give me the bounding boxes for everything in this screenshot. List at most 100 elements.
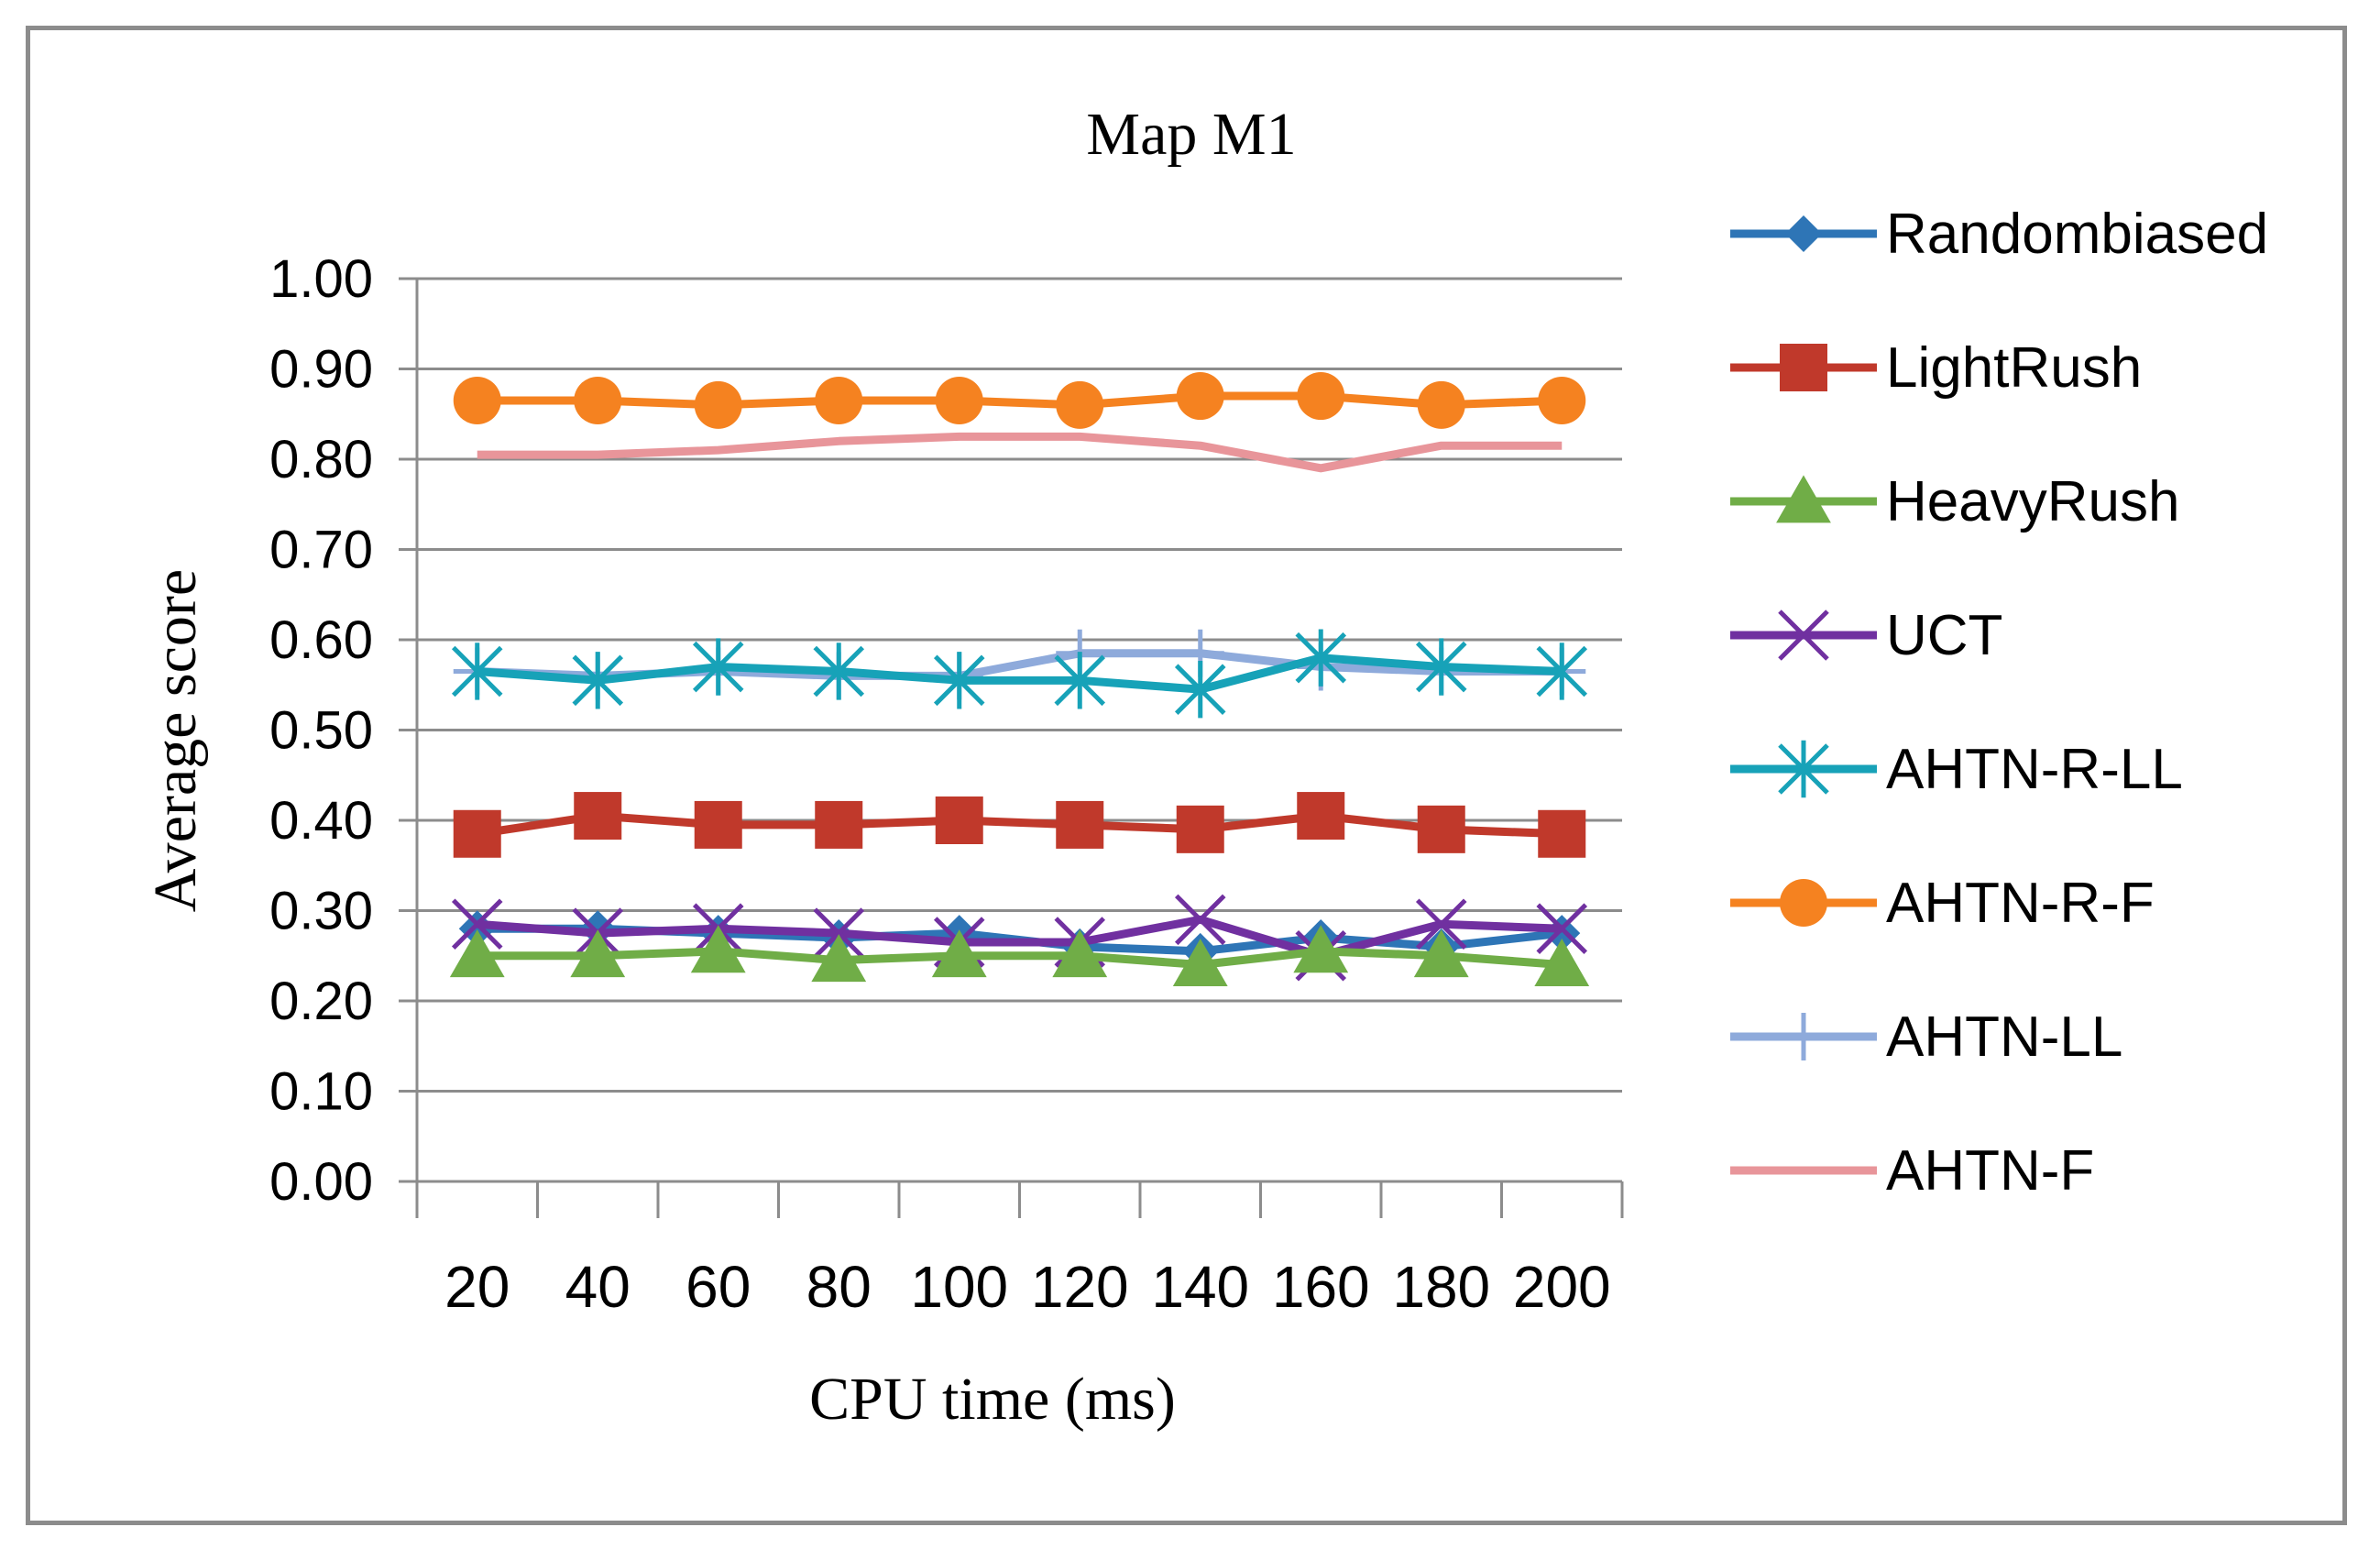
- y-tick-labels: 0.00 0.10 0.20 0.30 0.40 0.50 0.60 0.70 0.80 0.90…: [269, 249, 373, 1212]
- x-tick-label: 100: [910, 1254, 1008, 1320]
- series-line: [477, 654, 1563, 694]
- series-ahtn-r-f: [453, 372, 1586, 429]
- y-tick-label: 0.70: [269, 521, 373, 580]
- data-point: [935, 376, 983, 424]
- data-point: [579, 910, 617, 948]
- legend-label: Randombiased: [1886, 203, 2268, 266]
- data-point: [1056, 800, 1104, 849]
- data-point: [1534, 939, 1590, 986]
- data-point: [694, 800, 742, 849]
- data-point: [572, 652, 624, 709]
- data-point: [570, 929, 626, 978]
- data-point: [1780, 879, 1827, 927]
- x-tick-label: 40: [565, 1254, 631, 1320]
- data-point: [1174, 660, 1226, 719]
- data-point: [453, 809, 501, 858]
- data-point: [1417, 805, 1465, 853]
- series-line: [477, 947, 1563, 970]
- x-axis-label: CPU time (ms): [809, 1366, 1176, 1433]
- x-tick-label: 60: [685, 1254, 751, 1320]
- legend-item-randombiased: Randombiased: [1730, 203, 2268, 266]
- legend-item-ahtn-f: AHTN-F: [1730, 1139, 2094, 1203]
- series-lightrush: [453, 792, 1586, 858]
- data-point: [451, 898, 503, 950]
- data-point: [811, 934, 867, 983]
- legend: Randombiased LightRush HeavyRush UCT AHTN-R-…: [1730, 203, 2268, 1203]
- data-point: [1538, 376, 1586, 424]
- y-tick-label: 0.20: [269, 972, 373, 1031]
- y-axis-label: Average score: [142, 569, 209, 912]
- y-tick-label: 0.40: [269, 791, 373, 851]
- data-point: [813, 643, 865, 700]
- chart-frame: Map M1 0.00 0.10 0.20 0.30 0.40 0.50 0.60 0.70 0…: [26, 26, 2347, 1525]
- y-tick-label: 0.50: [269, 701, 373, 761]
- series-line: [477, 432, 1563, 473]
- data-point: [1297, 372, 1345, 421]
- data-point: [1778, 740, 1829, 798]
- x-tick-label: 200: [1513, 1254, 1611, 1320]
- legend-label: AHTN-R-LL: [1886, 738, 2183, 801]
- legend-item-ahtn-ll: AHTN-LL: [1730, 1005, 2122, 1069]
- x-tick-labels: 20 40 60 80 100 120 140 160 180 200: [444, 1254, 1610, 1320]
- x-tick-label: 20: [444, 1254, 510, 1320]
- data-point: [1538, 809, 1586, 858]
- plot-area: [449, 372, 1590, 986]
- x-tick-label: 160: [1272, 1254, 1370, 1320]
- data-point: [1176, 372, 1224, 421]
- data-point: [933, 652, 985, 709]
- y-tick-label: 0.30: [269, 882, 373, 941]
- legend-label: AHTN-R-F: [1886, 872, 2155, 935]
- data-point: [690, 925, 746, 973]
- data-point: [1780, 344, 1827, 391]
- data-point: [574, 376, 622, 424]
- series-ahtn-r-ll: [451, 629, 1588, 719]
- data-point: [935, 796, 983, 844]
- data-point: [1056, 380, 1104, 429]
- series-heavyrush: [449, 925, 1590, 986]
- legend-label: AHTN-F: [1886, 1139, 2094, 1203]
- x-tick-label: 80: [806, 1254, 872, 1320]
- y-tick-label: 0.00: [269, 1152, 373, 1212]
- x-tick-label: 120: [1031, 1254, 1129, 1320]
- data-point: [813, 907, 865, 959]
- x-tick-label: 180: [1392, 1254, 1490, 1320]
- legend-item-lightrush: LightRush: [1730, 336, 2142, 400]
- data-point: [1295, 629, 1347, 687]
- data-point: [1415, 638, 1467, 696]
- y-tick-label: 0.60: [269, 610, 373, 670]
- data-point: [449, 929, 505, 978]
- data-point: [1536, 903, 1588, 954]
- data-point: [1174, 894, 1226, 946]
- chart-title: Map M1: [1086, 101, 1296, 168]
- data-point: [1054, 652, 1106, 709]
- axes: [415, 279, 1624, 1218]
- line-chart: Map M1 0.00 0.10 0.20 0.30 0.40 0.50 0.60 0.70 0…: [142, 101, 2268, 1433]
- legend-item-ahtn-r-ll: AHTN-R-LL: [1730, 738, 2183, 801]
- legend-item-uct: UCT: [1730, 604, 2002, 667]
- data-point: [1297, 792, 1345, 840]
- legend-label: HeavyRush: [1886, 470, 2179, 533]
- legend-label: AHTN-LL: [1886, 1005, 2122, 1069]
- data-point: [1413, 929, 1469, 978]
- data-point: [1415, 898, 1467, 950]
- y-tick-label: 0.10: [269, 1062, 373, 1122]
- data-point: [692, 638, 744, 696]
- data-point: [815, 800, 863, 849]
- legend-label: LightRush: [1886, 336, 2142, 400]
- data-point: [931, 929, 987, 978]
- data-point: [453, 376, 501, 424]
- data-point: [1176, 805, 1224, 853]
- y-tick-label: 0.80: [269, 430, 373, 489]
- data-point: [1778, 610, 1829, 661]
- data-point: [574, 792, 622, 840]
- data-point: [451, 643, 503, 700]
- data-point: [1293, 925, 1349, 973]
- x-tick-label: 140: [1151, 1254, 1249, 1320]
- data-point: [1417, 380, 1465, 429]
- data-point: [1052, 929, 1108, 978]
- data-point: [1785, 215, 1822, 252]
- data-point: [815, 376, 863, 424]
- legend-label: UCT: [1886, 604, 2002, 667]
- data-point: [1780, 1013, 1827, 1060]
- legend-item-ahtn-r-f: AHTN-R-F: [1730, 872, 2155, 935]
